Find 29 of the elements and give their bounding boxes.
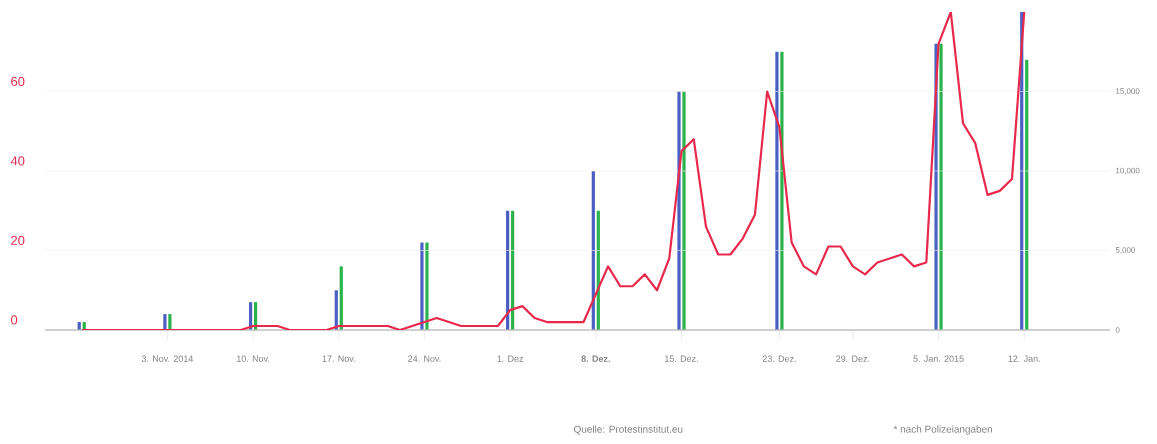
x-tick-label: 15. Dez. xyxy=(665,355,698,362)
x-tick-label: 5. Jan. 2015 xyxy=(913,355,964,362)
source-note: Quelle: Protestinstitut.eu xyxy=(574,425,683,435)
y-tick-label: 20 xyxy=(11,235,25,245)
bar xyxy=(677,91,681,330)
x-tick-label: 8. Dez. xyxy=(581,355,610,362)
bar xyxy=(682,91,686,330)
y-tick-label: 60 xyxy=(11,76,25,86)
y-tick-label: 40 xyxy=(10,156,25,166)
x-tick-label: 12. Jan. xyxy=(1008,355,1040,362)
bar xyxy=(780,51,784,330)
x-tick-label: 17. Nov. xyxy=(322,355,355,362)
x-tick-label: 23. Dez. xyxy=(762,355,796,362)
x-tick-label: 24. Nov. xyxy=(408,355,441,362)
bar xyxy=(168,314,172,330)
x-tick-label: 3. Nov. 2014 xyxy=(141,355,194,362)
bar xyxy=(425,242,429,330)
x-tick-label: 10. Nov. xyxy=(236,355,270,362)
bar xyxy=(939,43,943,330)
bar xyxy=(511,210,515,330)
bar xyxy=(339,266,343,330)
bar xyxy=(775,51,779,330)
bar xyxy=(1025,59,1029,330)
bar xyxy=(163,314,167,330)
x-tick-label: 1. Dez xyxy=(497,355,524,362)
x-tick-label: 29. Dez. xyxy=(836,355,870,362)
text: * nach Polizeiangaben xyxy=(893,425,992,435)
y-tick-label: 0 xyxy=(11,315,18,325)
bar xyxy=(420,242,424,330)
